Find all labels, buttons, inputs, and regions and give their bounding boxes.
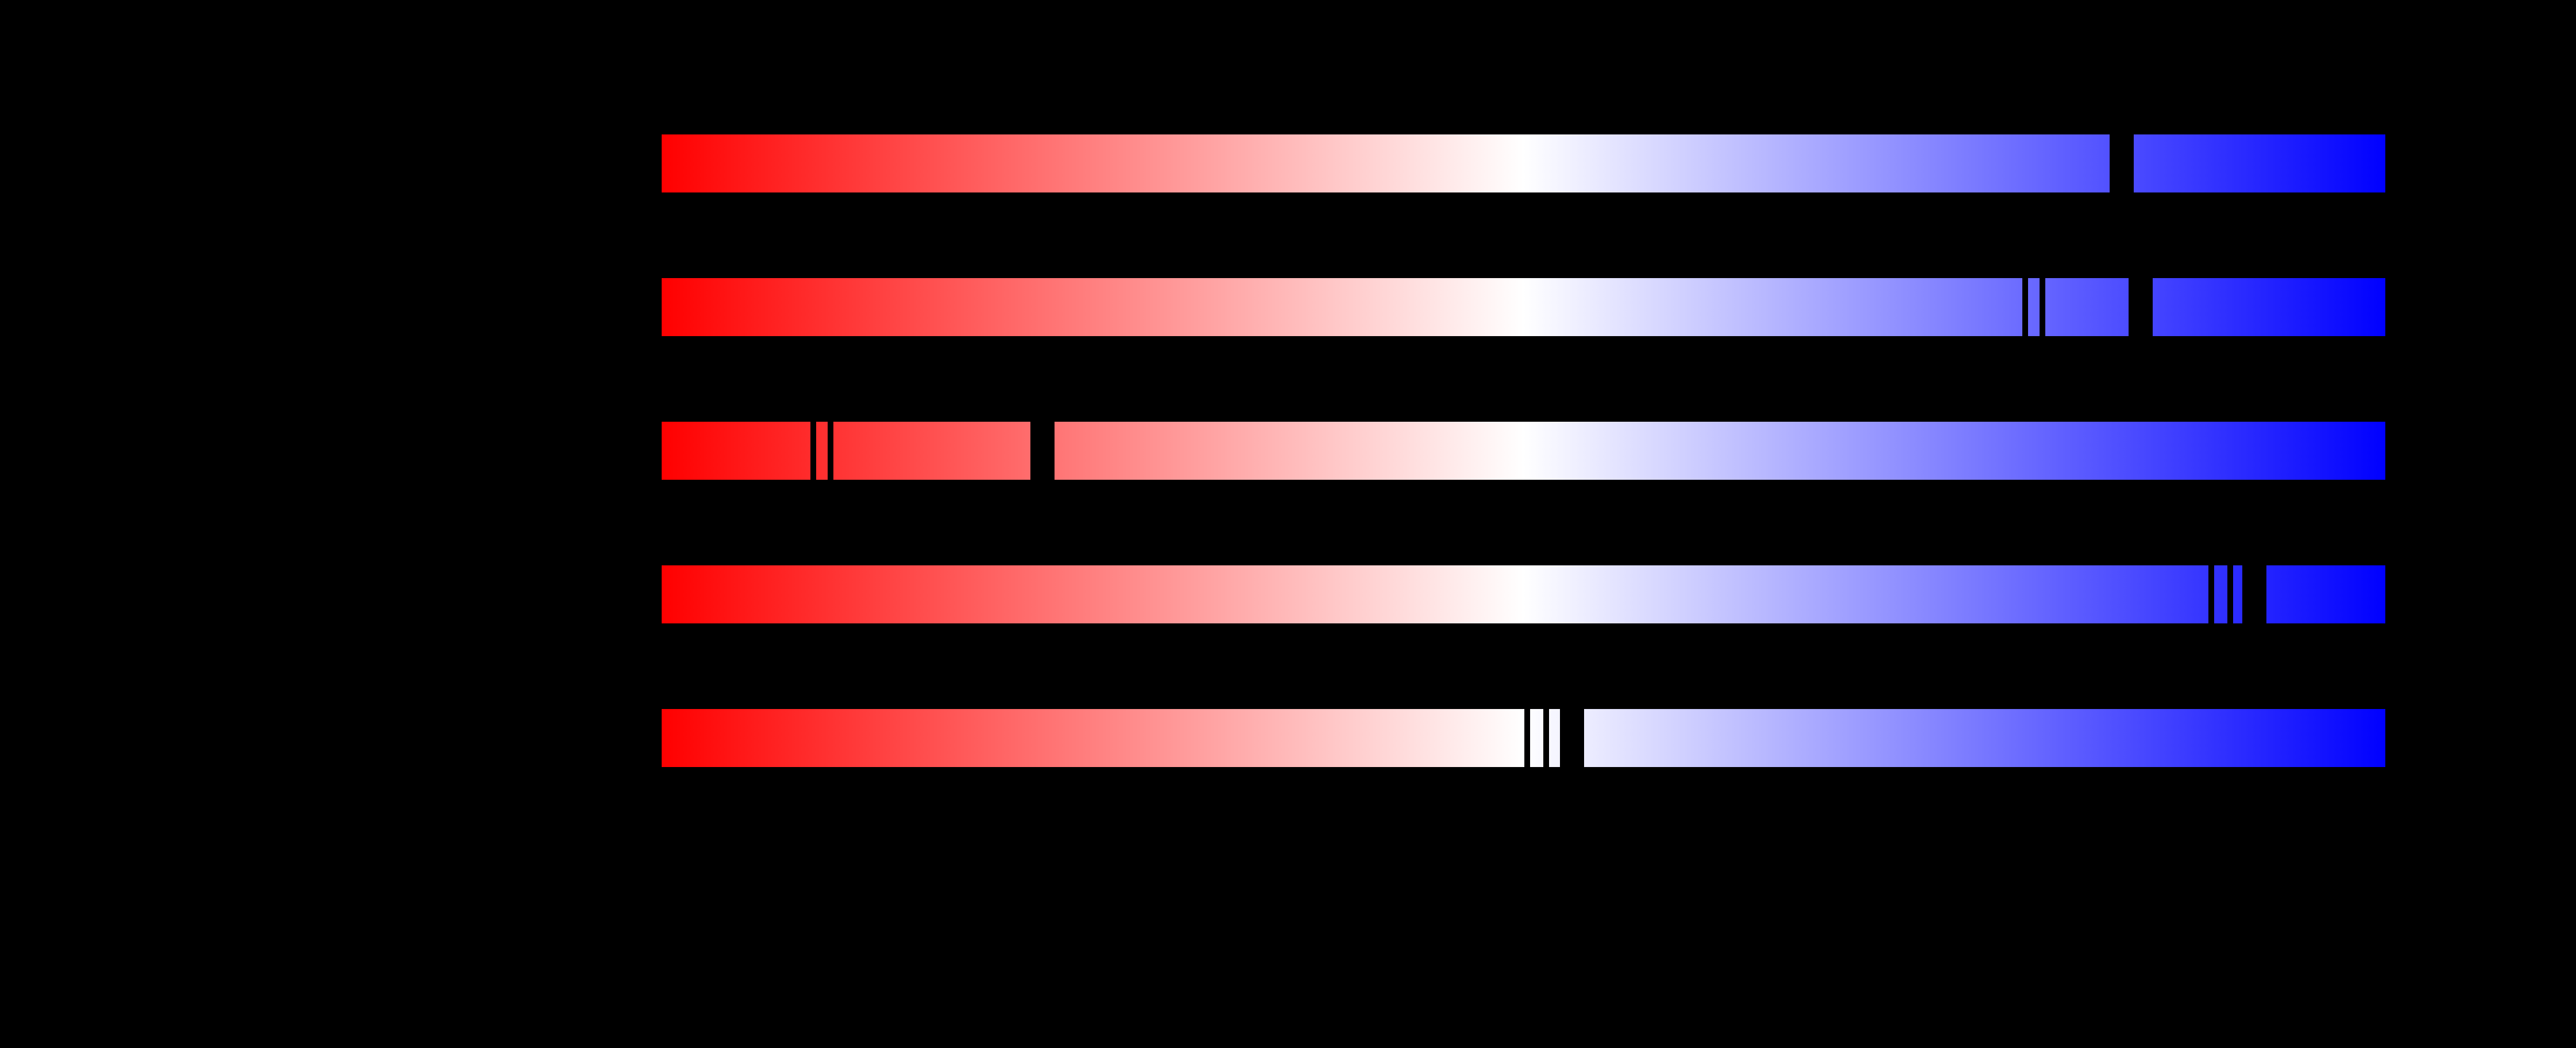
gradient-bar-row <box>662 565 2385 624</box>
thick-tick-marker <box>2109 134 2134 193</box>
gradient-bar-row <box>662 278 2385 337</box>
thin-tick-marker <box>2208 565 2214 624</box>
thin-tick-marker <box>2022 278 2028 337</box>
thick-tick-marker <box>1030 421 1055 480</box>
thin-tick-marker <box>2039 278 2045 337</box>
thick-tick-marker <box>1559 708 1584 768</box>
gradient-bar-row <box>662 708 2385 768</box>
thick-tick-marker <box>2128 278 2153 337</box>
thick-tick-marker <box>2242 565 2266 624</box>
gradient-bar-row <box>662 421 2385 480</box>
thin-tick-marker <box>810 421 817 480</box>
thin-tick-marker <box>1524 708 1530 768</box>
thin-tick-marker <box>2227 565 2233 624</box>
thin-tick-marker <box>1543 708 1549 768</box>
thin-tick-marker <box>828 421 834 480</box>
gradient-bar-row <box>662 134 2385 193</box>
